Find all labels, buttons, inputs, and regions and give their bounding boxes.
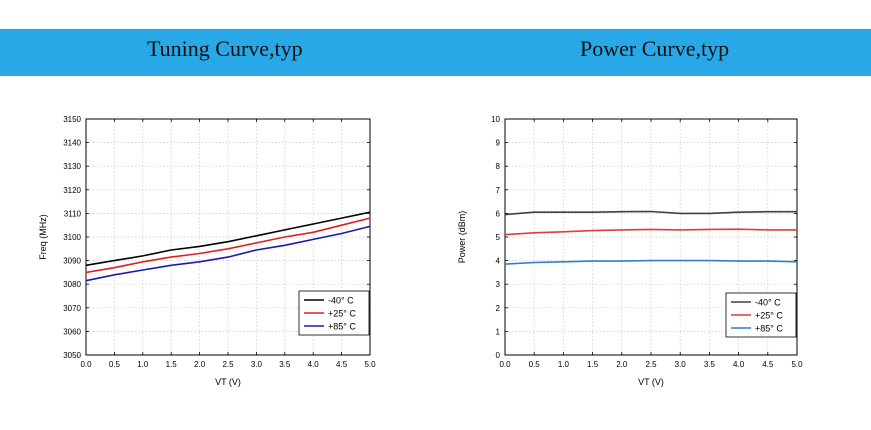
y-tick-label: 8 xyxy=(496,162,501,171)
y-tick-label: 3130 xyxy=(63,162,81,171)
x-tick-label: 3.0 xyxy=(251,360,263,369)
x-axis-label: VT (V) xyxy=(215,377,241,387)
tuning-curve-heading: Tuning Curve,typ xyxy=(147,36,303,61)
x-tick-label: 1.5 xyxy=(166,360,178,369)
series-line-1 xyxy=(504,228,797,236)
y-tick-label: 3070 xyxy=(63,304,81,313)
series-line-2 xyxy=(504,259,798,265)
y-tick-label: 3140 xyxy=(63,139,81,148)
series-line-1 xyxy=(85,217,371,274)
y-tick-label: 3150 xyxy=(63,115,81,124)
legend-label-1: +25° C xyxy=(755,311,783,321)
legend-label-1: +25° C xyxy=(328,309,356,319)
legend-label-0: -40° C xyxy=(328,296,354,306)
legend-label-2: +85° C xyxy=(755,324,783,334)
y-tick-label: 10 xyxy=(491,115,500,124)
legend-label-0: -40° C xyxy=(755,298,781,308)
y-tick-label: 1 xyxy=(496,327,501,336)
x-tick-label: 1.0 xyxy=(558,360,570,369)
x-tick-label: 2.5 xyxy=(645,360,657,369)
x-tick-label: 3.5 xyxy=(279,360,291,369)
x-tick-label: 1.0 xyxy=(137,360,149,369)
y-tick-label: 7 xyxy=(496,186,501,195)
y-tick-label: 3090 xyxy=(63,257,81,266)
x-tick-label: 2.5 xyxy=(222,360,234,369)
legend-label-2: +85° C xyxy=(328,322,356,332)
x-tick-label: 0.5 xyxy=(109,360,121,369)
x-axis-label: VT (V) xyxy=(638,377,664,387)
x-tick-label: 4.5 xyxy=(762,360,774,369)
y-tick-label: 3060 xyxy=(63,327,81,336)
x-tick-label: 4.0 xyxy=(733,360,745,369)
x-tick-label: 3.0 xyxy=(675,360,687,369)
x-tick-label: 0.5 xyxy=(529,360,541,369)
series-line-0 xyxy=(85,211,371,267)
x-tick-label: 4.0 xyxy=(308,360,320,369)
x-tick-label: 4.5 xyxy=(336,360,348,369)
x-tick-label: 2.0 xyxy=(194,360,206,369)
y-tick-label: 2 xyxy=(496,304,501,313)
series-line-0 xyxy=(504,210,797,216)
series-line-2 xyxy=(85,225,371,282)
y-tick-label: 0 xyxy=(496,351,501,360)
x-tick-label: 1.5 xyxy=(587,360,599,369)
y-tick-label: 3120 xyxy=(63,186,81,195)
y-tick-label: 3050 xyxy=(63,351,81,360)
y-tick-label: 6 xyxy=(496,209,501,218)
power-curve-heading: Power Curve,typ xyxy=(580,36,730,61)
y-axis-label: Power (dBm) xyxy=(457,211,467,264)
x-tick-label: 0.0 xyxy=(499,360,511,369)
y-tick-label: 3110 xyxy=(64,209,82,218)
x-tick-label: 2.0 xyxy=(616,360,628,369)
y-tick-label: 4 xyxy=(496,257,501,266)
x-tick-label: 0.0 xyxy=(80,360,92,369)
x-tick-label: 5.0 xyxy=(791,360,803,369)
x-tick-label: 5.0 xyxy=(364,360,376,369)
y-axis-label: Freq (MHz) xyxy=(38,214,48,260)
y-tick-label: 9 xyxy=(496,139,501,148)
x-tick-label: 3.5 xyxy=(704,360,716,369)
y-tick-label: 5 xyxy=(496,233,501,242)
y-tick-label: 3100 xyxy=(63,233,81,242)
header-banner xyxy=(0,29,871,76)
y-tick-label: 3080 xyxy=(63,280,81,289)
y-tick-label: 3 xyxy=(496,280,501,289)
